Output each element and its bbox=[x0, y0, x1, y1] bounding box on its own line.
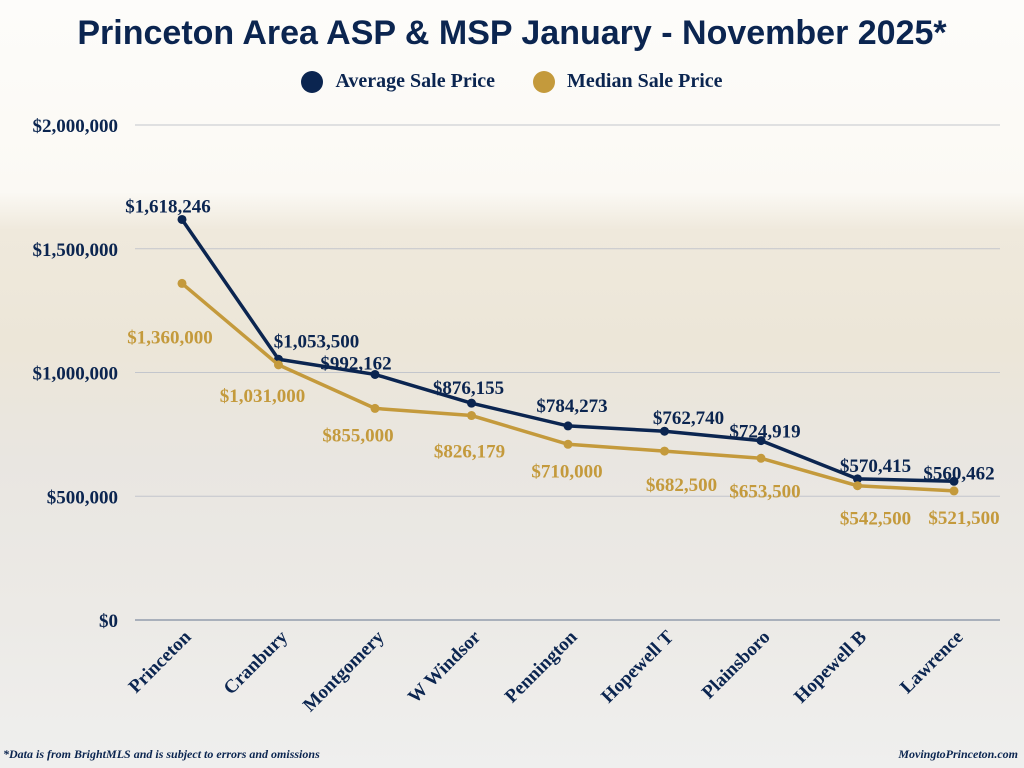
data-label: $992,162 bbox=[320, 353, 391, 374]
data-point bbox=[949, 486, 959, 496]
data-point bbox=[370, 369, 380, 379]
data-point bbox=[467, 411, 476, 421]
x-tick-label: Pennington bbox=[501, 626, 582, 707]
x-tick-label: Lawrence bbox=[896, 627, 967, 698]
legend: Average Sale Price Median Sale Price bbox=[0, 70, 1024, 93]
data-label: $710,000 bbox=[531, 461, 602, 482]
data-label: $826,179 bbox=[434, 442, 505, 463]
data-label: $1,360,000 bbox=[127, 327, 213, 348]
data-point bbox=[563, 421, 573, 431]
x-tick-label: W Windsor bbox=[404, 626, 485, 707]
data-point bbox=[177, 214, 187, 224]
data-label: $653,500 bbox=[729, 481, 800, 502]
x-tick-label: Plainsboro bbox=[698, 627, 775, 704]
data-point bbox=[563, 439, 573, 449]
data-label: $1,053,500 bbox=[274, 331, 360, 352]
footer-site[interactable]: MovingtoPrinceton.com bbox=[898, 747, 1018, 761]
legend-item-median: Median Sale Price bbox=[533, 70, 723, 93]
x-tick-label: Cranbury bbox=[220, 626, 293, 699]
data-point bbox=[274, 360, 283, 370]
data-point bbox=[853, 481, 862, 491]
data-label: $762,740 bbox=[653, 408, 724, 429]
y-tick-label: $0 bbox=[99, 611, 118, 632]
y-tick-label: $500,000 bbox=[47, 487, 118, 508]
data-point bbox=[756, 436, 766, 446]
x-tick-label: Montgomery bbox=[299, 626, 389, 716]
data-label: $682,500 bbox=[646, 475, 717, 496]
data-label: $1,031,000 bbox=[220, 386, 306, 407]
y-tick-label: $1,000,000 bbox=[33, 364, 119, 385]
data-point bbox=[370, 403, 380, 413]
legend-label-median: Median Sale Price bbox=[567, 70, 723, 92]
data-label: $784,273 bbox=[536, 396, 607, 417]
legend-item-average: Average Sale Price bbox=[301, 70, 495, 93]
legend-label-average: Average Sale Price bbox=[335, 70, 496, 92]
data-point bbox=[756, 453, 766, 463]
x-tick-label: Hopewell B bbox=[790, 626, 871, 707]
data-label: $570,415 bbox=[840, 456, 911, 477]
data-point bbox=[467, 398, 476, 408]
data-label: $724,919 bbox=[729, 422, 800, 443]
data-point bbox=[949, 476, 959, 486]
data-label: $855,000 bbox=[322, 425, 393, 446]
y-tick-label: $2,000,000 bbox=[33, 116, 119, 137]
data-label: $560,462 bbox=[923, 463, 994, 484]
data-label: $1,618,246 bbox=[125, 196, 211, 217]
footer-note: *Data is from BrightMLS and is subject t… bbox=[3, 747, 320, 761]
chart-title: Princeton Area ASP & MSP January - Novem… bbox=[77, 14, 947, 52]
data-label: $876,155 bbox=[433, 378, 504, 399]
x-tick-label: Hopewell T bbox=[597, 626, 678, 707]
data-point bbox=[177, 278, 187, 288]
data-point bbox=[853, 474, 862, 484]
legend-marker-median bbox=[533, 70, 556, 93]
legend-marker-average bbox=[301, 70, 324, 93]
data-label: $542,500 bbox=[840, 509, 911, 530]
x-tick-label: Princeton bbox=[125, 626, 196, 697]
y-tick-label: $1,500,000 bbox=[33, 240, 119, 261]
data-point bbox=[660, 446, 669, 456]
data-label: $521,500 bbox=[928, 508, 999, 529]
data-point bbox=[660, 426, 669, 436]
